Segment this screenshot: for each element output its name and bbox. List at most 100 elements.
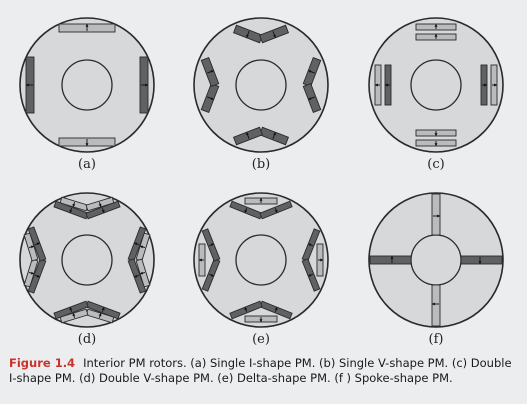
delta-top-magnet (198, 243, 206, 277)
magnetization-arrow (272, 31, 276, 39)
magnetization-arrow (207, 70, 215, 74)
v-magnet-pair (302, 56, 322, 114)
i-magnet (139, 56, 149, 114)
magnetization-arrow (272, 131, 276, 139)
magnetization-arrow (69, 207, 73, 214)
v-magnet-right (85, 196, 115, 212)
v-magnet-right (85, 200, 121, 220)
inner-i-magnet (384, 64, 392, 106)
v-magnet-right (127, 258, 147, 294)
v-magnet-right (302, 82, 322, 114)
magnetization-arrow (307, 96, 315, 100)
outer-v-magnet-pair (23, 232, 39, 288)
magnetization-arrow (101, 306, 105, 313)
magnet-body (431, 284, 441, 327)
inner-v-magnet-pair (127, 226, 147, 294)
outer-i-magnet (374, 64, 382, 106)
magnetization-arrow (28, 271, 35, 275)
v-magnet-pair (200, 56, 220, 114)
magnetization-arrow (244, 207, 248, 214)
inner-v-magnet-pair (53, 300, 121, 320)
panel-label-f: (f) (428, 332, 444, 347)
magnetization-arrow (34, 242, 41, 246)
v-magnet-right (301, 258, 321, 292)
v-magnet-right (53, 300, 89, 320)
magnetization-arrow (307, 70, 315, 74)
panel-label-a: (a) (78, 157, 96, 172)
shaft-bore-circle (61, 59, 113, 111)
delta-v-magnet-pair (301, 228, 321, 292)
inner-i-magnet (415, 33, 457, 41)
rotor-delta (193, 192, 329, 328)
magnetization-arrow (307, 243, 314, 247)
magnetization-arrow (207, 96, 215, 100)
magnet-body (431, 193, 441, 236)
i-magnet (58, 23, 116, 33)
magnetization-arrow (34, 274, 41, 278)
magnet-body (460, 255, 503, 265)
outer-i-magnet (490, 64, 498, 106)
v-magnet-right (59, 308, 89, 324)
delta-top-magnet (316, 243, 324, 277)
rotor-double-v (19, 192, 155, 328)
outer-v-magnet-pair (135, 232, 151, 288)
caption-text: Interior PM rotors. (a) Single I-shape P… (9, 356, 512, 385)
magnet-body (369, 255, 412, 265)
magnetization-arrow (246, 131, 250, 139)
shaft-bore-circle (235, 234, 287, 286)
panel-label-b: (b) (251, 157, 271, 172)
v-magnet-right (23, 232, 39, 262)
magnetization-arrow (72, 201, 76, 208)
inner-v-magnet-pair (53, 200, 121, 220)
shaft-bore-circle (410, 59, 462, 111)
magnetization-arrow (101, 207, 105, 214)
inner-v-magnet-pair (27, 226, 47, 294)
delta-top-magnet (244, 315, 278, 323)
magnetization-arrow (72, 312, 76, 319)
spoke-magnet (431, 284, 441, 327)
magnetization-arrow (133, 274, 140, 278)
delta-top-magnet (244, 197, 278, 205)
v-magnet-right (259, 200, 293, 220)
v-magnet-right (200, 56, 220, 88)
outer-i-magnet (415, 139, 457, 147)
shaft-bore-circle (61, 234, 113, 286)
v-magnet-right (258, 24, 290, 44)
v-magnet-right (135, 258, 151, 288)
delta-v-magnet-pair (229, 200, 293, 220)
shaft-bore-circle (235, 59, 287, 111)
magnetization-arrow (274, 207, 278, 214)
v-magnet-right (229, 300, 263, 320)
magnetization-arrow (244, 306, 248, 313)
v-magnet-pair (232, 24, 290, 44)
magnetization-arrow (98, 312, 102, 319)
magnetization-arrow (246, 31, 250, 39)
outer-v-magnet-pair (59, 308, 115, 324)
magnetization-arrow (208, 273, 215, 277)
v-magnet-right (232, 126, 264, 146)
rotor-double-i (368, 17, 504, 153)
figure-caption: Figure 1.4 Interior PM rotors. (a) Single… (9, 356, 519, 386)
magnetization-arrow (69, 306, 73, 313)
rotor-spoke (368, 192, 504, 328)
inner-i-magnet (480, 64, 488, 106)
spoke-magnet (431, 193, 441, 236)
i-magnet (25, 56, 35, 114)
v-magnet-right (27, 226, 47, 262)
figure-number: Figure 1.4 (9, 356, 76, 370)
delta-v-magnet-pair (229, 300, 293, 320)
v-magnet-pair (232, 126, 290, 146)
magnetization-arrow (139, 271, 146, 275)
magnetization-arrow (274, 306, 278, 313)
magnetization-arrow (98, 201, 102, 208)
v-magnet-right (201, 228, 221, 262)
delta-v-magnet-pair (201, 228, 221, 292)
outer-v-magnet-pair (59, 196, 115, 212)
shaft-bore-circle (410, 234, 462, 286)
spoke-magnet (460, 255, 503, 265)
inner-i-magnet (415, 129, 457, 137)
panel-label-e: (e) (252, 332, 270, 347)
magnetization-arrow (28, 245, 35, 249)
